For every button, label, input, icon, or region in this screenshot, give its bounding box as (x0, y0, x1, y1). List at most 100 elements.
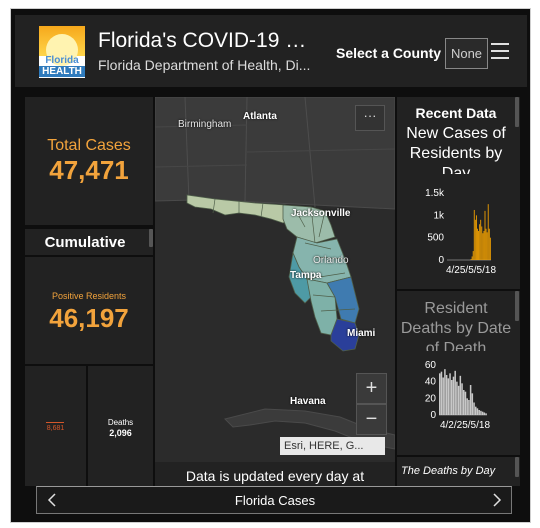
total-cases-value: 47,471 (49, 155, 129, 185)
update-note-panel: Data is updated every day at (155, 462, 395, 486)
panel-scrollbar[interactable] (515, 291, 519, 321)
chart-bar (454, 370, 456, 415)
deaths-panel: Deaths 2,096 (88, 366, 153, 486)
city-label-tampa: Tampa (290, 270, 322, 281)
chart-bar (475, 406, 477, 415)
chart-bar (442, 377, 444, 415)
positive-residents-label: Positive Residents (51, 291, 127, 301)
panel-scrollbar[interactable] (515, 457, 519, 477)
city-label-orlando: Orlando (313, 255, 349, 266)
y-tick-label: 0 (438, 255, 444, 266)
chart-bar (476, 408, 479, 415)
y-tick-label: 20 (425, 393, 437, 404)
menu-line (491, 43, 509, 45)
chart-bar (463, 390, 465, 415)
chart-bar (485, 228, 487, 260)
deaths-value: 2,096 (109, 428, 132, 438)
panel-scrollbar[interactable] (515, 97, 519, 127)
map-options-button[interactable]: ··· (355, 105, 385, 131)
chart-bar (474, 219, 476, 260)
chart-bar (479, 224, 481, 260)
chart-bar (478, 230, 479, 260)
small-stat-panel: 8,681 (25, 366, 86, 486)
county-select-label: Select a County (336, 45, 442, 61)
header-bar: Florida HEALTH Florida's COVID-19 … Flor… (15, 15, 527, 87)
chart-bar (483, 230, 485, 260)
chart-bar (439, 373, 441, 415)
chart-bar (473, 402, 475, 415)
chart-bar (469, 385, 472, 415)
chart-bar (452, 376, 455, 415)
chart-bar (456, 381, 458, 415)
deaths-note-panel: The Deaths by Day (397, 457, 520, 486)
small-stat-value: 8,681 (46, 425, 65, 432)
logo-text-top: Florida (45, 55, 79, 66)
chart-bar (484, 210, 486, 260)
footer-tab-bar: Florida Cases (36, 486, 512, 514)
y-tick-label: 1k (433, 210, 445, 221)
chart-bar (461, 383, 463, 415)
chart-bar (449, 373, 451, 415)
chart-bar (488, 228, 490, 260)
menu-line (491, 57, 509, 59)
positive-residents-value: 46,197 (49, 303, 129, 333)
deaths-label: Deaths (107, 418, 134, 427)
map-attribution[interactable]: Esri, HERE, G... (280, 437, 385, 455)
chart-bar (478, 410, 480, 415)
sun-rays (46, 34, 78, 66)
florida-map[interactable]: Birmingham Atlanta Jacksonville Orlando … (155, 97, 395, 462)
county-select-dropdown[interactable]: None (445, 38, 488, 69)
chart-bar (475, 215, 477, 260)
chart-bar (471, 393, 474, 415)
menu-line (491, 50, 509, 52)
resident-deaths-chart[interactable]: 60 40 20 0 4/2/25/5/18 (397, 357, 517, 437)
recent-data-title: Recent Data (415, 105, 497, 121)
chart-bar (440, 371, 443, 415)
chart-bar (477, 228, 478, 260)
chart-bar (451, 380, 453, 415)
chart-bar (457, 385, 460, 415)
chart-bar (481, 411, 484, 415)
city-label-atlanta: Atlanta (243, 111, 277, 122)
new-cases-chart-title: New Cases of Residents by Day (406, 125, 506, 174)
chart-bar (481, 226, 483, 260)
resident-deaths-chart-title: Resident Deaths by Date of Death (400, 300, 512, 351)
y-tick-label: 500 (427, 233, 444, 244)
zoom-out-button[interactable]: − (356, 404, 387, 435)
city-label-birmingham: Birmingham (178, 119, 232, 130)
chart-bar (464, 391, 467, 415)
new-cases-chart[interactable]: 1.5k 1k 500 04/25/5/5/18 (397, 185, 517, 285)
y-tick-label: 60 (425, 360, 437, 371)
chart-bar (486, 232, 488, 260)
panel-scrollbar[interactable] (149, 229, 153, 247)
chart-bar (482, 233, 484, 260)
y-tick-label: 0 (430, 410, 436, 421)
hamburger-menu-icon[interactable] (491, 43, 509, 59)
chart-bar (468, 400, 470, 415)
positive-residents-panel: Positive Residents 46,197 (25, 257, 153, 364)
city-label-miami: Miami (347, 328, 376, 339)
total-cases-label: Total Cases (47, 137, 131, 154)
chart-bar (444, 369, 446, 415)
chevron-right-icon[interactable] (491, 493, 503, 507)
footer-tab-label[interactable]: Florida Cases (234, 493, 316, 508)
chart-bar (470, 259, 472, 260)
florida-health-logo: Florida HEALTH (39, 26, 85, 78)
chart-bar (445, 375, 448, 415)
city-label-havana: Havana (290, 396, 326, 407)
chart-bar (483, 412, 486, 415)
total-cases-panel: Total Cases 47,471 (25, 97, 153, 225)
chart-bar (489, 237, 491, 260)
chart-bar (480, 410, 482, 415)
update-note-text: Data is updated every day at (185, 468, 365, 484)
chart-bar (487, 204, 489, 260)
city-label-jacksonville: Jacksonville (291, 208, 351, 219)
cumulative-header-panel: Cumulative (25, 229, 153, 255)
chart-bar (480, 219, 482, 260)
chevron-left-icon[interactable] (46, 493, 58, 507)
resident-deaths-panel: Resident Deaths by Date of Death 60 40 20 0… (397, 291, 520, 455)
recent-data-panel: Recent Data New Cases of Residents by Da… (397, 97, 520, 289)
small-stat-rule (46, 422, 64, 423)
map-canvas (155, 97, 395, 450)
zoom-in-button[interactable]: + (356, 373, 387, 404)
